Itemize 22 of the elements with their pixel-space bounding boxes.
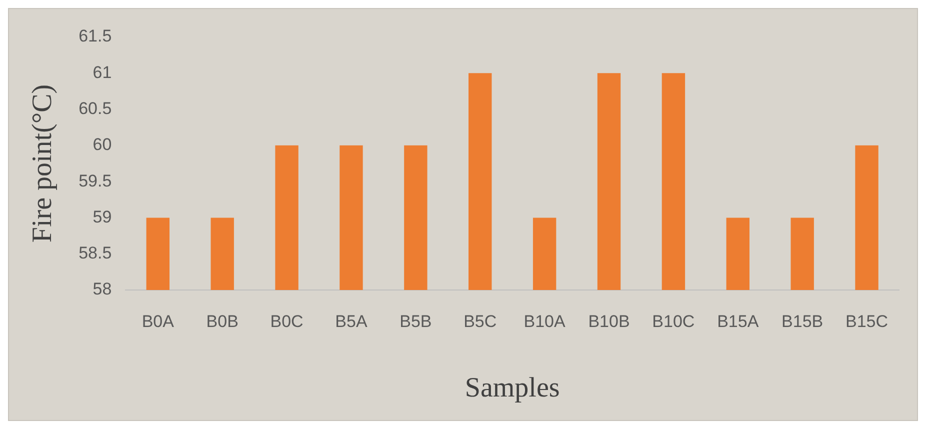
y-tick-label: 59.5: [78, 171, 112, 190]
x-tick-label: B10C: [652, 312, 695, 331]
x-axis-title: Samples: [464, 372, 560, 404]
y-axis-title: Fire point(°C): [27, 84, 58, 243]
x-tick-label: B0B: [206, 312, 238, 331]
y-tick-label: 60: [92, 135, 112, 154]
x-tick-label: B5C: [464, 312, 497, 331]
x-tick-label: B15C: [846, 312, 888, 331]
x-tick-label: B15B: [782, 312, 824, 331]
y-tick-label: 58: [92, 280, 112, 299]
y-tick-label: 61.5: [78, 26, 112, 46]
y-tick-label: 61: [92, 62, 112, 82]
y-tick-label: 60.5: [78, 98, 112, 118]
x-tick-label: B0C: [270, 312, 304, 331]
x-tick-label: B15A: [717, 312, 760, 331]
y-tick-label: 59: [92, 207, 112, 226]
x-tick-label: B0A: [142, 312, 175, 331]
y-tick-label: 58.5: [78, 244, 112, 263]
x-tick-label: B5B: [400, 312, 432, 331]
x-tick-label: B5A: [335, 312, 368, 331]
x-tick-label: B10B: [588, 312, 630, 331]
x-tick-label: B10A: [524, 312, 566, 331]
